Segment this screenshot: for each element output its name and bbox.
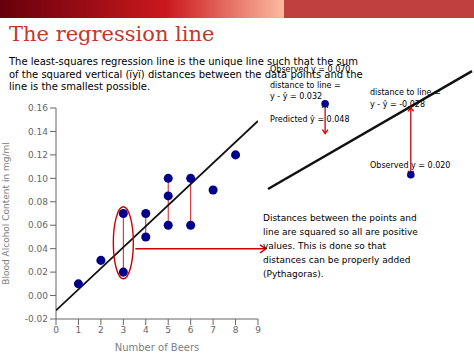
- svg-text:0.14: 0.14: [28, 127, 48, 137]
- svg-text:-0.02: -0.02: [25, 314, 48, 324]
- svg-text:0.04: 0.04: [28, 244, 48, 254]
- svg-text:9: 9: [255, 325, 261, 335]
- svg-text:5: 5: [165, 325, 171, 335]
- svg-text:Number of Beers: Number of Beers: [115, 342, 200, 353]
- svg-text:0.12: 0.12: [28, 150, 48, 160]
- svg-text:0.02: 0.02: [28, 267, 48, 277]
- svg-text:0.10: 0.10: [28, 174, 48, 184]
- svg-text:Observed y = 0.020: Observed y = 0.020: [370, 161, 450, 170]
- svg-text:0.00: 0.00: [28, 291, 48, 301]
- svg-text:distance to line =: distance to line =: [270, 81, 341, 90]
- svg-text:Blood Alcohol Content in mg/ml: Blood Alcohol Content in mg/ml: [8, 142, 11, 284]
- svg-text:0: 0: [53, 325, 59, 335]
- svg-text:3: 3: [120, 325, 126, 335]
- svg-text:1: 1: [76, 325, 82, 335]
- svg-text:0.08: 0.08: [28, 197, 48, 207]
- svg-text:6: 6: [188, 325, 194, 335]
- svg-text:Observed y = 0.070: Observed y = 0.070: [270, 65, 350, 74]
- svg-text:0.06: 0.06: [28, 220, 48, 230]
- svg-text:8: 8: [233, 325, 239, 335]
- svg-text:distance to line =: distance to line =: [370, 88, 441, 97]
- svg-text:Predicted ŷ = 0.048: Predicted ŷ = 0.048: [270, 115, 350, 124]
- svg-text:7: 7: [210, 325, 216, 335]
- svg-text:4: 4: [143, 325, 149, 335]
- svg-text:0.16: 0.16: [28, 103, 48, 113]
- svg-text:y - ŷ = 0.032: y - ŷ = 0.032: [270, 92, 322, 101]
- svg-text:2: 2: [98, 325, 104, 335]
- svg-text:y - ŷ = -0.028: y - ŷ = -0.028: [370, 100, 425, 109]
